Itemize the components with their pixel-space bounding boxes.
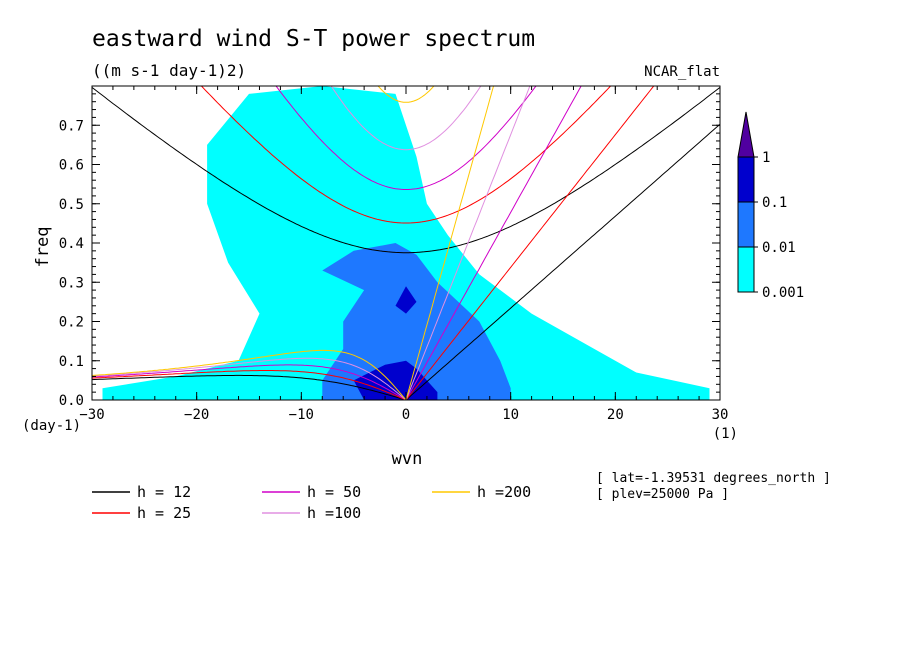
rossby-curve-h12 xyxy=(92,374,407,400)
x-unit-label: (1) xyxy=(713,426,738,442)
axis-ticks: −30 −20 −10 0 10 20 30 0.0 0.1 0.2 0.3 0.4 0.5 0.6 0.7 xyxy=(59,85,729,423)
x-axis-label: wvn xyxy=(392,449,423,469)
plot-area xyxy=(92,86,720,400)
y-tick-label: 0.3 xyxy=(59,275,84,291)
y-tick-label: 0.2 xyxy=(59,315,84,331)
rossby-curve-h200 xyxy=(92,349,407,400)
legend: h = 12 h = 25 h = 50 h =100 h =200 xyxy=(92,483,531,522)
x-tick-label: 0 xyxy=(402,407,410,423)
corner-label: NCAR_flat xyxy=(644,64,720,80)
colorbar: 0.001 0.01 0.1 1 xyxy=(737,111,804,301)
y-tick-label: 0.4 xyxy=(59,236,84,252)
plev-annotation: [ plev=25000 Pa ] xyxy=(596,487,729,502)
power-region-0 xyxy=(102,86,710,400)
gravity-curve-h25 xyxy=(200,86,612,224)
gravity-curve-h200 xyxy=(377,86,435,103)
legend-label: h =100 xyxy=(307,504,361,522)
y-tick-label: 0.6 xyxy=(59,158,84,174)
kelvin-curve-h25 xyxy=(405,86,655,400)
power-field xyxy=(102,86,710,400)
x-tick-label: 10 xyxy=(502,407,519,423)
legend-label: h = 12 xyxy=(137,483,191,501)
colorbar-segment xyxy=(737,201,755,248)
rossby-curve-h50 xyxy=(92,364,407,400)
dispersion-curves xyxy=(92,86,720,400)
colorbar-label: 0.001 xyxy=(762,285,804,301)
kelvin-curve-h200 xyxy=(405,86,495,400)
chart-subtitle: ((m s-1 day-1)2) xyxy=(92,61,246,80)
kelvin-curve-h100 xyxy=(405,86,531,400)
y-tick-label: 0.0 xyxy=(59,393,84,409)
x-tick-label: −30 xyxy=(79,407,104,423)
y-tick-label: 0.7 xyxy=(59,118,84,134)
chart-title: eastward wind S-T power spectrum xyxy=(92,26,535,52)
colorbar-segment xyxy=(737,156,755,203)
x-tick-label: −20 xyxy=(184,407,209,423)
x-tick-label: 20 xyxy=(607,407,624,423)
gravity-curve-h50 xyxy=(275,86,537,190)
rossby-curve-h25 xyxy=(92,370,407,400)
power-region-3 xyxy=(395,286,417,314)
kelvin-curve-h50 xyxy=(405,86,582,400)
x-tick-label: −10 xyxy=(289,407,314,423)
gravity-curve-h100 xyxy=(330,86,482,151)
y-axis-label: freq xyxy=(33,227,53,268)
legend-label: h =200 xyxy=(477,483,531,501)
gravity-curve-h12 xyxy=(92,87,720,254)
legend-label: h = 50 xyxy=(307,483,361,501)
colorbar-label: 0.1 xyxy=(762,195,787,211)
colorbar-label: 1 xyxy=(762,150,770,166)
lat-annotation: [ lat=-1.39531 degrees_north ] xyxy=(596,471,831,486)
x-tick-label: 30 xyxy=(712,407,729,423)
y-tick-label: 0.5 xyxy=(59,197,84,213)
kelvin-curve-h12 xyxy=(405,123,720,400)
legend-label: h = 25 xyxy=(137,504,191,522)
rossby-curve-h100 xyxy=(92,357,407,400)
power-region-1 xyxy=(322,243,511,400)
y-tick-label: 0.1 xyxy=(59,354,84,370)
colorbar-label: 0.01 xyxy=(762,240,796,256)
y-unit-label: (day-1) xyxy=(22,418,81,434)
colorbar-segment xyxy=(737,246,755,293)
colorbar-triangle xyxy=(737,111,755,158)
